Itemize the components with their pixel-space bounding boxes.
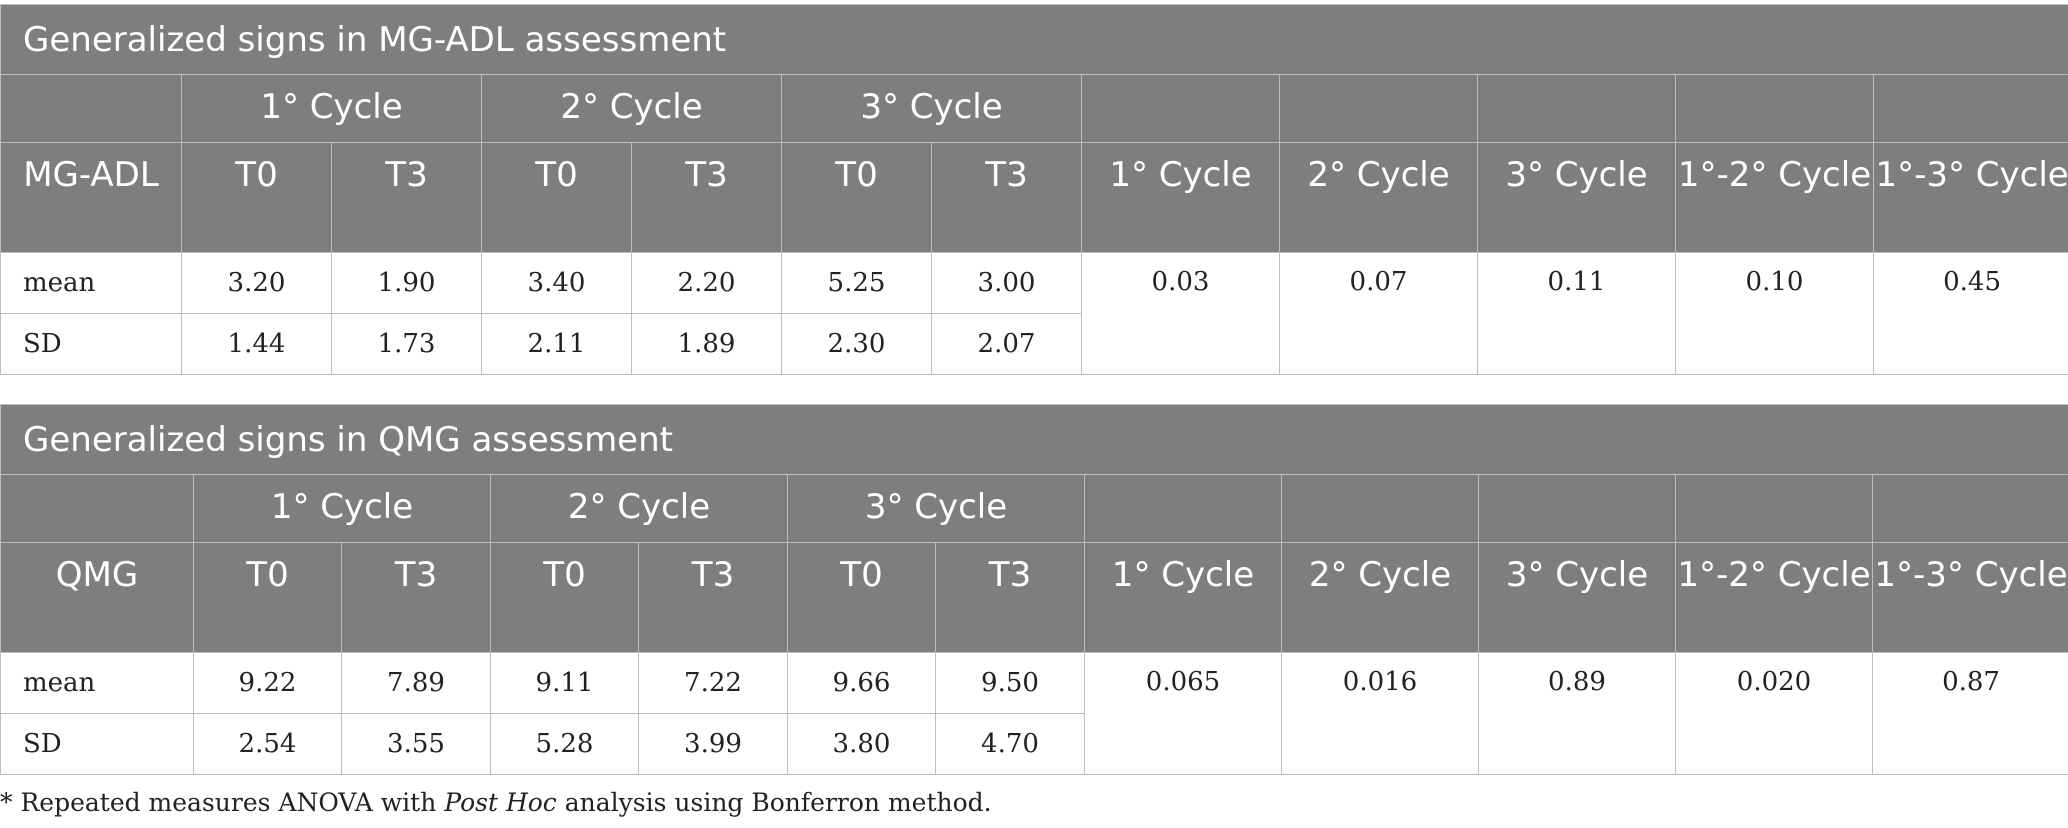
p-value-cell: 0.03	[1081, 252, 1280, 375]
comparison-header: 1° Cycle	[1081, 142, 1280, 253]
table-title: Generalized signs in QMG assessment	[0, 404, 2068, 475]
table-row: SD 2.54 3.55 5.28 3.99 3.80 4.70	[0, 713, 2068, 775]
header-empty-cell	[0, 474, 194, 543]
footnote-italic: Post Hoc	[444, 788, 557, 817]
comparison-header: 1°-3° Cycle	[1872, 142, 2068, 253]
value-cell: 3.99	[638, 713, 788, 775]
header-empty-cell	[1871, 474, 2068, 543]
value-cell: 1.89	[631, 313, 782, 375]
comparison-header: 1°-2° Cycle	[1675, 142, 1874, 253]
results-table: Generalized signs in QMG assessment 1° Cy…	[0, 404, 2068, 775]
timepoint-header: T0	[193, 542, 342, 653]
comparison-header: 1° Cycle	[1084, 542, 1282, 653]
value-cell: 9.66	[787, 652, 936, 714]
timepoint-header: T0	[490, 542, 639, 653]
header-empty-cell	[1281, 474, 1479, 543]
p-value-cell: 0.07	[1279, 252, 1478, 375]
header-empty-cell	[1081, 74, 1280, 143]
stat-label: SD	[0, 313, 182, 375]
value-cell: 2.07	[931, 313, 1082, 375]
comparison-header: 3° Cycle	[1477, 142, 1676, 253]
stat-label: mean	[0, 252, 182, 314]
cycle-header: 1° Cycle	[193, 474, 491, 543]
stat-label: SD	[0, 713, 194, 775]
row-header-label: MG-ADL	[0, 142, 182, 253]
p-value-cell: 0.065	[1084, 652, 1282, 775]
table-row: mean 3.20 1.90 3.40 2.20 5.25 3.00 0.03 0.07 0.11…	[0, 252, 2068, 375]
timepoint-header: T0	[181, 142, 332, 253]
timepoint-header: T3	[341, 542, 491, 653]
header-empty-cell	[1675, 74, 1874, 143]
value-cell: 2.54	[193, 713, 342, 775]
value-cell: 5.28	[490, 713, 639, 775]
header-empty-cell	[1872, 74, 2068, 143]
p-value-cell: 0.10	[1675, 252, 1874, 375]
value-cell: 3.80	[787, 713, 936, 775]
p-value-cell: 0.11	[1477, 252, 1676, 375]
p-value-cell: 0.45	[1872, 252, 2068, 375]
comparison-header: 1°-2° Cycle	[1675, 542, 1873, 653]
timepoint-header: T0	[781, 142, 932, 253]
table-row: SD 1.44 1.73 2.11 1.89 2.30 2.07	[0, 313, 2068, 375]
stat-label: mean	[0, 652, 194, 714]
value-cell: 9.11	[490, 652, 639, 714]
value-cell: 3.00	[931, 252, 1082, 314]
cycle-header: 3° Cycle	[781, 74, 1082, 143]
results-table: Generalized signs in MG-ADL assessment 1°…	[0, 4, 2068, 375]
header-empty-cell	[1279, 74, 1478, 143]
value-cell: 2.11	[481, 313, 632, 375]
footnote-suffix: analysis using Bonferron method.	[556, 788, 992, 817]
timepoint-header: T3	[931, 142, 1082, 253]
header-empty-cell	[1477, 74, 1676, 143]
timepoint-header: T0	[787, 542, 936, 653]
comparison-header: 3° Cycle	[1478, 542, 1676, 653]
table-title: Generalized signs in MG-ADL assessment	[0, 4, 2068, 75]
value-cell: 2.30	[781, 313, 932, 375]
value-cell: 7.89	[341, 652, 491, 714]
p-value-cell: 0.016	[1281, 652, 1479, 775]
timepoint-header: T3	[935, 542, 1085, 653]
comparison-header: 2° Cycle	[1279, 142, 1478, 253]
value-cell: 9.50	[935, 652, 1085, 714]
value-cell: 1.90	[331, 252, 482, 314]
value-cell: 3.20	[181, 252, 332, 314]
row-header-label: QMG	[0, 542, 194, 653]
table-row: mean 9.22 7.89 9.11 7.22 9.66 9.50 0.065 0.016 0.…	[0, 652, 2068, 775]
header-empty-cell	[0, 74, 182, 143]
value-cell: 1.73	[331, 313, 482, 375]
value-cell: 1.44	[181, 313, 332, 375]
value-cell: 2.20	[631, 252, 782, 314]
header-empty-cell	[1478, 474, 1676, 543]
value-cell: 9.22	[193, 652, 342, 714]
comparison-header: 2° Cycle	[1281, 542, 1479, 653]
value-cell: 3.55	[341, 713, 491, 775]
cycle-header: 1° Cycle	[181, 74, 482, 143]
cycle-header: 2° Cycle	[490, 474, 788, 543]
value-cell: 3.40	[481, 252, 632, 314]
footnote-prefix: * Repeated measures ANOVA with	[0, 788, 445, 817]
value-cell: 7.22	[638, 652, 788, 714]
p-value-cell: 0.020	[1675, 652, 1873, 775]
timepoint-header: T3	[631, 142, 782, 253]
comparison-header: 1°-3° Cycle	[1871, 542, 2068, 653]
header-empty-cell	[1675, 474, 1873, 543]
footnote: * Repeated measures ANOVA with Post Hoc …	[0, 788, 992, 817]
p-value-cell: 0.89	[1478, 652, 1676, 775]
timepoint-header: T3	[638, 542, 788, 653]
value-cell: 4.70	[935, 713, 1085, 775]
p-value-cell: 0.87	[1871, 652, 2068, 775]
timepoint-header: T3	[331, 142, 482, 253]
header-empty-cell	[1084, 474, 1282, 543]
cycle-header: 3° Cycle	[787, 474, 1085, 543]
cycle-header: 2° Cycle	[481, 74, 782, 143]
value-cell: 5.25	[781, 252, 932, 314]
timepoint-header: T0	[481, 142, 632, 253]
